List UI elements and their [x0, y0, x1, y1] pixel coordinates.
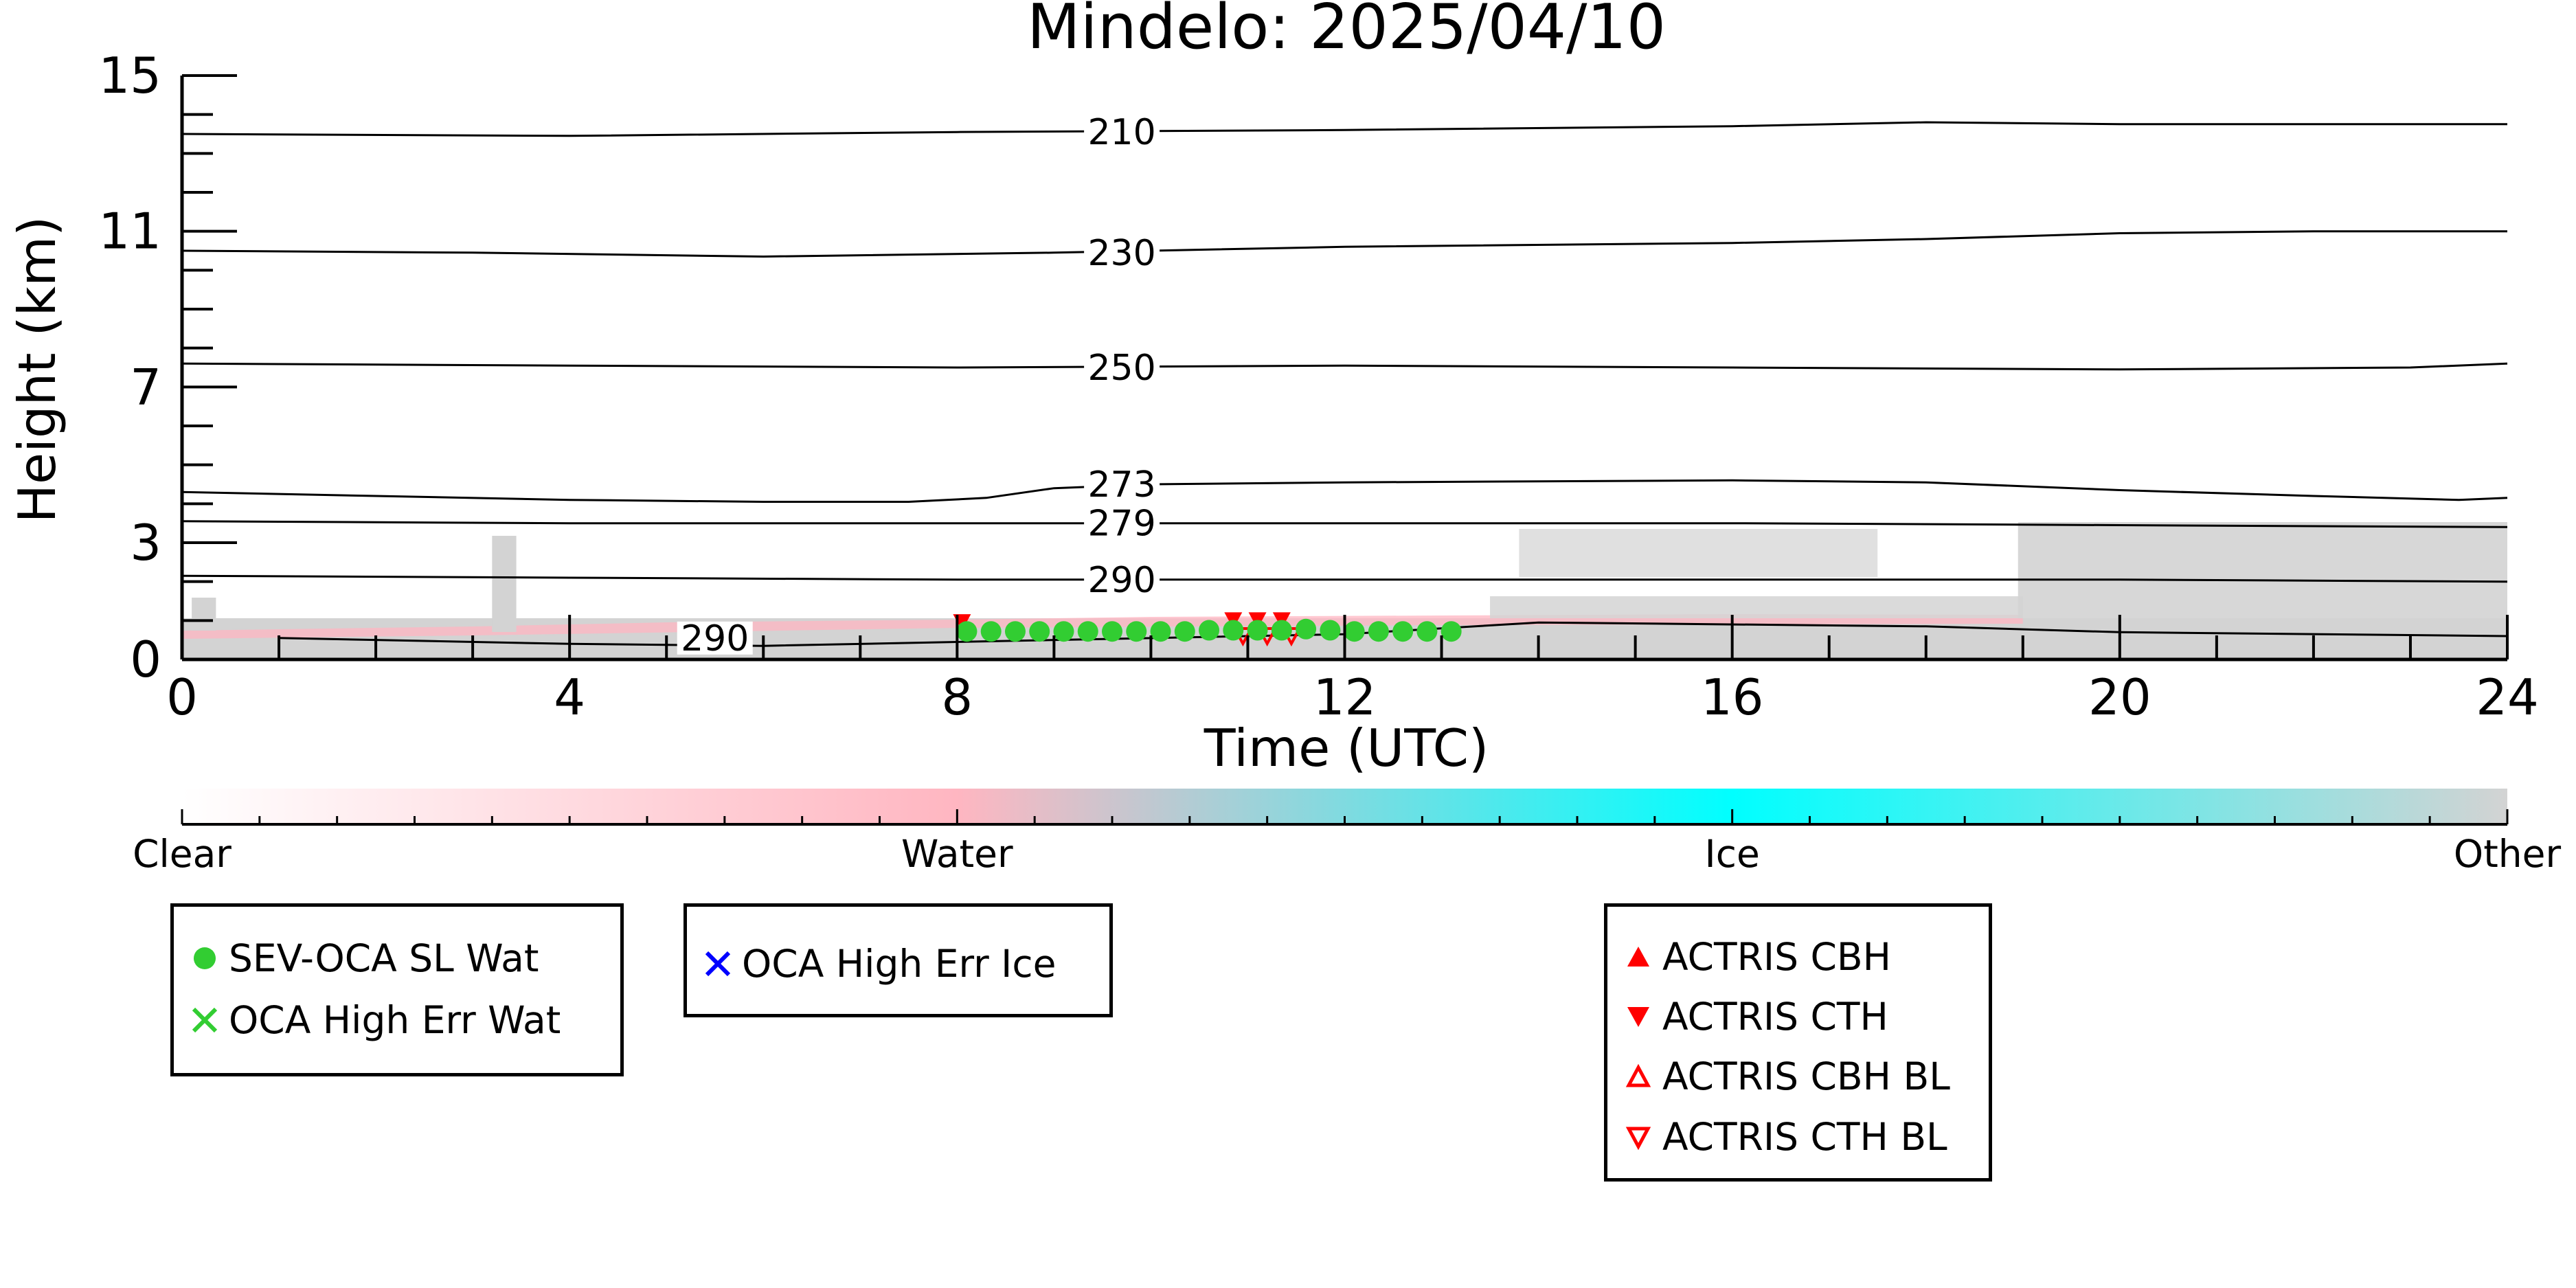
- sev-oca-sl-wat-marker: [1247, 620, 1268, 641]
- isotherm-label-bg: [1084, 468, 1160, 501]
- sev-oca-sl-wat-marker: [1102, 621, 1122, 642]
- y-tick-label: 0: [130, 631, 161, 688]
- sev-oca-sl-wat-marker: [1077, 621, 1098, 642]
- legend-oca-water: SEV-OCA SL Wat OCA High Err Wat: [170, 903, 624, 1076]
- sev-oca-sl-wat-marker: [1416, 621, 1438, 642]
- sev-oca-sl-wat-marker: [1368, 621, 1389, 642]
- x-tick-label: 8: [941, 668, 973, 726]
- isotherm-label: 273: [1087, 464, 1155, 506]
- sev-oca-sl-wat-marker: [1392, 621, 1414, 642]
- sev-oca-sl-wat-marker: [1004, 621, 1026, 642]
- x-tick-label: 4: [554, 668, 585, 726]
- isotherm-label-bg: [1084, 563, 1160, 596]
- legend-label: OCA High Err Ice: [742, 942, 1057, 986]
- colorbar-label: Water: [901, 832, 1013, 876]
- other-layer: [2018, 522, 2507, 618]
- y-tick-label: 3: [130, 514, 161, 572]
- other-patch: [492, 536, 517, 632]
- isotherm-label: 250: [1087, 348, 1155, 389]
- legend-label: SEV-OCA SL Wat: [229, 936, 539, 980]
- isotherm-label: 279: [1087, 504, 1155, 545]
- sev-oca-sl-wat-marker: [1029, 621, 1050, 642]
- legend-entry: ACTRIS CBH BL: [1614, 1052, 1950, 1100]
- sev-oca-sl-wat-marker: [1296, 618, 1317, 640]
- colorbar-label: Clear: [133, 832, 231, 876]
- legend-label: ACTRIS CTH BL: [1662, 1115, 1947, 1159]
- isotherm-label-bg: [1084, 351, 1160, 384]
- sev-oca-sl-wat-marker: [1199, 620, 1220, 641]
- other-patch: [192, 598, 216, 631]
- y-tick-label: 15: [98, 47, 161, 104]
- colorbar-label: Ice: [1705, 832, 1760, 876]
- legend-entry: ACTRIS CTH: [1614, 993, 1888, 1041]
- colorbar-label: Other: [2454, 832, 2562, 876]
- legend-entry: SEV-OCA SL Wat: [181, 934, 539, 982]
- legend-entry: OCA High Err Wat: [181, 996, 561, 1044]
- red-triangle-up-icon: [1614, 933, 1662, 981]
- legend-label: OCA High Err Wat: [229, 998, 561, 1042]
- red-triangle-down-icon: [1614, 993, 1662, 1041]
- x-tick-label: 16: [1701, 668, 1764, 726]
- legend-entry: ACTRIS CBH: [1614, 933, 1891, 981]
- sev-oca-sl-wat-marker: [1271, 620, 1292, 641]
- isotherm-label-bg: [1084, 236, 1160, 269]
- sev-oca-sl-wat-marker: [1344, 621, 1365, 642]
- isotherm-label: 210: [1087, 112, 1155, 153]
- legend-label: ACTRIS CBH BL: [1662, 1054, 1950, 1098]
- sev-oca-sl-wat-marker: [1440, 621, 1462, 642]
- x-tick-label: 24: [2476, 668, 2539, 726]
- sev-oca-sl-wat-marker: [980, 621, 1002, 642]
- isotherm-label: 290: [681, 618, 749, 659]
- other-layer: [1519, 529, 1878, 577]
- boundary-water-band: [182, 614, 2023, 639]
- sev-oca-sl-wat-marker: [1126, 621, 1147, 642]
- isotherm-line: [181, 574, 2508, 583]
- sev-oca-sl-wat-marker: [956, 621, 978, 642]
- red-triangle-up-open-icon: [1614, 1052, 1662, 1100]
- chart-title: Mindelo: 2025/04/10: [1027, 0, 1666, 63]
- isotherm-label-bg: [1084, 115, 1160, 149]
- green-circle-marker-icon: [181, 934, 229, 982]
- sev-oca-sl-wat-marker: [1174, 621, 1195, 642]
- blue-x-marker-icon: [694, 940, 742, 988]
- sev-oca-sl-wat-marker: [1223, 620, 1244, 641]
- y-tick-label: 7: [130, 358, 161, 416]
- legend-entry: OCA High Err Ice: [694, 940, 1056, 988]
- isotherm-line: [181, 520, 2508, 528]
- x-tick-label: 12: [1313, 668, 1377, 726]
- other-layer: [1490, 596, 2023, 618]
- green-x-marker-icon: [181, 996, 229, 1044]
- legend-actris: ACTRIS CBH ACTRIS CTH ACTRIS CBH BL ACTR…: [1604, 903, 1992, 1182]
- legend-oca-ice: OCA High Err Ice: [683, 903, 1113, 1017]
- isotherm-label-bg: [1084, 506, 1160, 540]
- y-axis-label: Height (km): [7, 216, 67, 523]
- x-tick-label: 20: [2088, 668, 2151, 726]
- sev-oca-sl-wat-marker: [1320, 620, 1341, 641]
- isotherm-line: [181, 479, 2508, 503]
- isotherm-line: [181, 230, 2507, 258]
- legend-label: ACTRIS CBH: [1662, 935, 1891, 979]
- sev-oca-sl-wat-marker: [1150, 621, 1171, 642]
- legend-entry: ACTRIS CTH BL: [1614, 1113, 1947, 1161]
- isotherm-line: [181, 121, 2507, 137]
- legend-label: ACTRIS CTH: [1662, 995, 1888, 1039]
- isotherm-label: 290: [1087, 560, 1155, 601]
- red-triangle-down-open-icon: [1614, 1113, 1662, 1161]
- isotherm-label-bg: [677, 621, 753, 655]
- x-axis-label: Time (UTC): [1204, 718, 1489, 778]
- isotherm-label: 230: [1087, 233, 1155, 274]
- isotherm-line: [181, 362, 2508, 371]
- y-tick-label: 11: [98, 203, 161, 260]
- x-tick-label: 0: [166, 668, 198, 726]
- sev-oca-sl-wat-marker: [1053, 621, 1074, 642]
